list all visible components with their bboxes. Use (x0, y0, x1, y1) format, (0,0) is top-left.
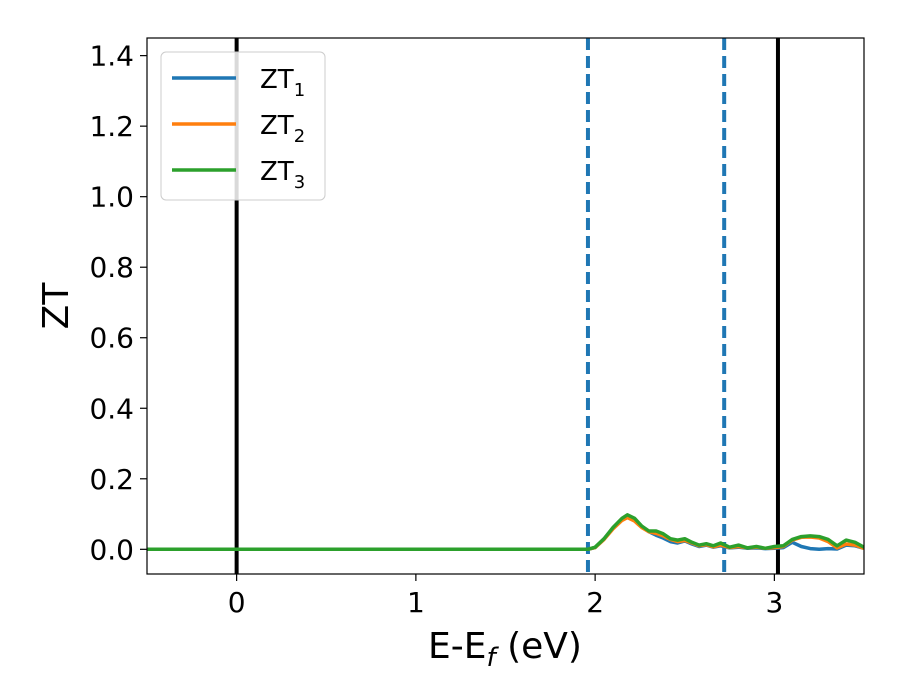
y-tick-label: 0.6 (89, 322, 134, 355)
legend-box (160, 51, 326, 201)
x-tick-label: 3 (765, 586, 783, 619)
y-tick-label: 1.4 (89, 40, 134, 73)
y-tick-label: 1.0 (89, 181, 134, 214)
y-axis-ticks: 0.0 0.2 0.4 0.6 0.8 1.0 1.2 1.4 (89, 40, 147, 566)
x-tick-label: 0 (228, 586, 246, 619)
plot-frame (146, 37, 865, 575)
x-axis-ticks: 0 1 2 3 (228, 574, 783, 619)
series-line-2 (147, 515, 864, 552)
series-line-3 (147, 513, 864, 552)
legend-label-1: ZT1 (260, 65, 305, 101)
x-tick-label: 2 (586, 586, 604, 619)
y-tick-label: 0.2 (89, 463, 134, 496)
series-line-1 (147, 514, 864, 552)
y-tick-label: 0.4 (89, 392, 134, 425)
legend: ZT1 ZT2 ZT3 (160, 51, 326, 201)
series-lines (147, 513, 864, 552)
y-tick-label: 1.2 (89, 110, 134, 143)
legend-label-3: ZT3 (260, 157, 305, 193)
x-tick-label: 1 (407, 586, 425, 619)
y-tick-label: 0.0 (89, 533, 134, 566)
legend-label-2: ZT2 (260, 111, 305, 147)
y-axis-label: ZT (36, 282, 77, 330)
y-tick-label: 0.8 (89, 251, 134, 284)
x-axis-label: E-Ef (eV) (428, 626, 582, 673)
